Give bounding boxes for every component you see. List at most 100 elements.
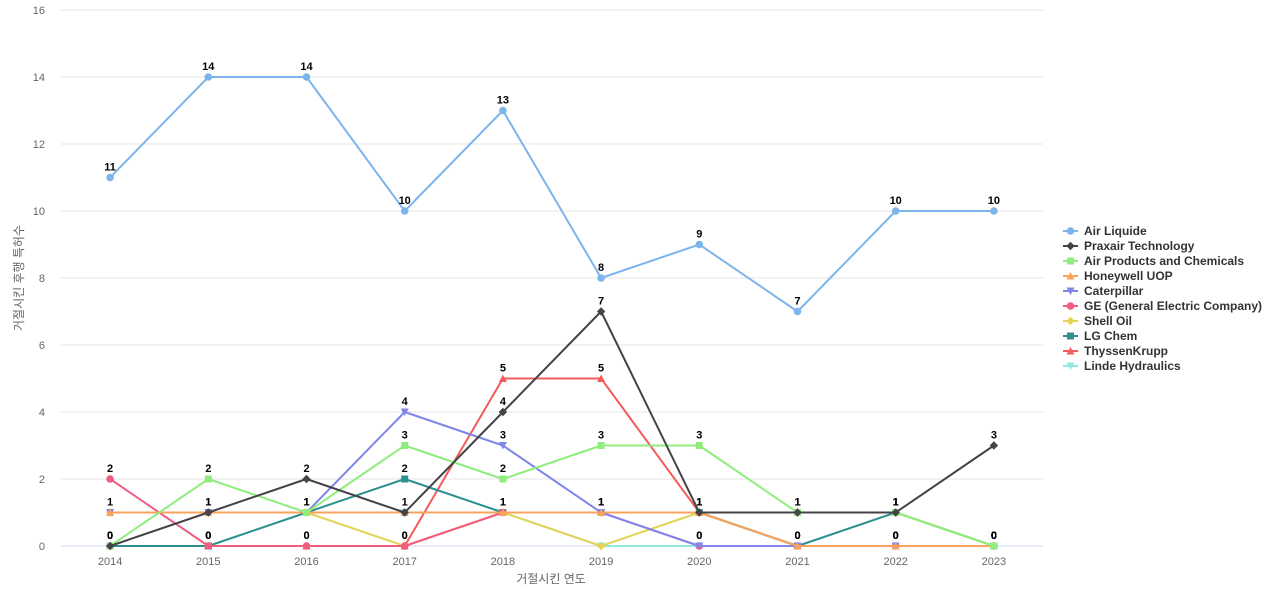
data-label: 0 [402,530,408,542]
data-point[interactable] [990,207,998,215]
data-label: 2 [107,463,113,475]
data-label: 0 [107,530,113,542]
data-point[interactable] [793,508,802,517]
data-label: 1 [303,497,309,509]
data-label: 0 [107,530,113,542]
data-point[interactable] [596,541,606,551]
legend-label: Shell Oil [1084,314,1132,328]
data-label: 0 [794,530,800,542]
series-line-shell-oil [110,511,995,547]
data-label: 1 [598,497,604,509]
legend-label: Air Liquide [1084,224,1147,238]
legend-symbol [1066,316,1075,326]
legend-label: Air Products and Chemicals [1084,254,1244,268]
x-tick-label: 2014 [98,556,122,568]
data-point[interactable] [302,73,311,81]
data-point[interactable] [793,307,802,316]
y-tick-label: 10 [33,206,45,218]
data-label: 9 [696,229,702,241]
data-point[interactable] [400,408,409,417]
series-line-air-liquide [109,76,994,313]
data-label: 0 [893,530,899,542]
data-point[interactable] [695,442,703,449]
data-label: 4 [500,396,507,408]
data-point[interactable] [891,508,900,517]
data-label: 0 [107,530,113,542]
legend-item-lg-chem[interactable]: LG Chem [1063,329,1137,343]
data-point[interactable] [401,475,409,483]
data-point[interactable] [989,441,999,450]
legend-item-shell-oil[interactable]: Shell Oil [1063,314,1132,328]
data-point[interactable] [597,442,605,449]
data-point[interactable] [695,240,704,249]
data-label: 1 [696,497,702,509]
data-point[interactable] [498,407,508,417]
data-point[interactable] [106,508,115,517]
legend-item-thyssenkrupp[interactable]: ThyssenKrupp [1063,344,1168,358]
legend-item-honeywell-uop[interactable]: Honeywell UOP [1063,269,1173,283]
legend-symbol [1067,257,1074,265]
data-point[interactable] [695,508,704,517]
data-point[interactable] [498,442,507,450]
data-point[interactable] [596,307,606,316]
data-point[interactable] [499,475,507,483]
data-point[interactable] [990,542,998,550]
series-line-honeywell-uop [110,511,994,547]
x-tick-label: 2021 [785,556,809,568]
data-point[interactable] [303,509,310,516]
data-point[interactable] [105,541,115,551]
x-axis-ticks: 2014 2015 2016 2017 2018 2019 2020 2021 2022 2023 [98,556,1006,568]
data-point[interactable] [695,542,704,551]
data-point[interactable] [597,508,606,517]
data-point[interactable] [400,508,409,517]
data-point[interactable] [302,474,311,484]
data-point[interactable] [498,508,507,517]
legend-item-linde-hydraulics[interactable]: Linde Hydraulics [1063,359,1181,373]
series-praxair-technology [105,307,999,551]
y-tick-label: 12 [33,139,45,151]
data-point[interactable] [499,106,507,115]
legend-item-caterpillar[interactable]: Caterpillar [1063,284,1144,298]
data-point[interactable] [498,374,507,383]
legend-item-air-products-and-chemicals[interactable]: Air Products and Chemicals [1063,254,1244,268]
data-point[interactable] [597,374,606,383]
data-label: 1 [107,497,113,509]
data-label: 0 [794,530,800,542]
data-label: 1 [303,497,309,509]
data-point[interactable] [793,542,802,550]
data-label: 3 [598,430,604,442]
data-point[interactable] [401,442,409,449]
data-point[interactable] [204,542,213,550]
data-point[interactable] [204,508,213,517]
data-point[interactable] [400,542,409,550]
data-point[interactable] [302,542,311,550]
data-point[interactable] [891,207,900,215]
data-point[interactable] [204,73,213,81]
data-label: 2 [303,463,309,475]
data-label: 0 [205,530,211,542]
data-point[interactable] [400,207,409,215]
data-label: 0 [205,530,211,542]
data-point[interactable] [597,274,605,282]
data-label: 0 [303,530,309,542]
data-label: 0 [794,530,800,542]
data-label: 10 [399,195,411,207]
data-point[interactable] [106,475,114,483]
data-label: 10 [988,195,1000,207]
y-axis-ticks: 0 2 4 6 8 10 12 14 16 [33,5,45,553]
data-label: 5 [500,363,506,375]
data-label: 0 [205,530,211,542]
legend-item-praxair-technology[interactable]: Praxair Technology [1063,239,1195,253]
legend-item-ge-general-electric-company[interactable]: GE (General Electric Company) [1063,299,1262,313]
data-point[interactable] [204,475,212,483]
data-point[interactable] [891,542,900,550]
legend-symbol [1066,227,1075,235]
data-label: 10 [890,195,902,207]
data-label: 0 [893,530,899,542]
data-point[interactable] [106,173,114,182]
legend-label: Praxair Technology [1084,239,1195,253]
legend-item-air-liquide[interactable]: Air Liquide [1063,224,1147,238]
